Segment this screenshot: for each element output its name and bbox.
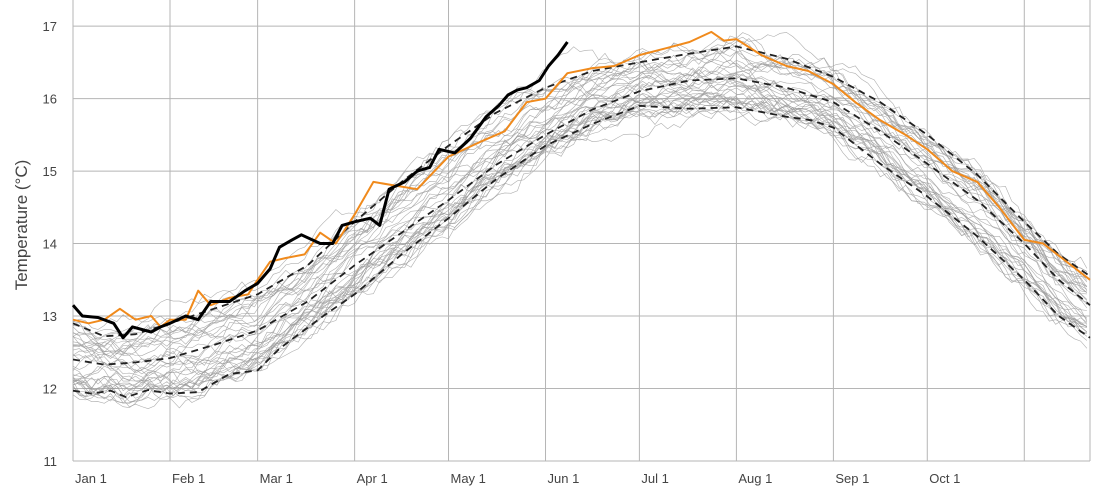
series-lines <box>71 30 1091 399</box>
ensemble-year-line <box>72 98 1088 409</box>
grid <box>72 0 1091 462</box>
ensemble-year-line <box>72 99 1087 410</box>
ensemble-year-line <box>72 74 1088 382</box>
ensemble-year-line <box>72 59 1088 347</box>
ensemble-year-line <box>72 58 1088 353</box>
x-tick-label: Jun 1 <box>548 471 580 486</box>
ensemble-year-line <box>72 76 1088 366</box>
ensemble-year-line <box>72 103 1088 403</box>
ensemble-year-line <box>72 32 1088 339</box>
lower-percentile-line <box>72 104 1091 399</box>
ensemble-year-line <box>72 66 1088 352</box>
ensemble-year-line <box>72 77 1088 392</box>
y-tick-label: 14 <box>43 237 57 252</box>
ensemble-year-line <box>72 84 1088 385</box>
x-tick-label: Oct 1 <box>929 471 960 486</box>
x-tick-label: Jan 1 <box>75 471 107 486</box>
ensemble-year-line <box>72 98 1088 397</box>
ensemble-year-line <box>72 82 1087 383</box>
x-tick-label: Sep 1 <box>835 471 869 486</box>
ensemble-year-line <box>72 73 1087 367</box>
ensemble-year-line <box>72 67 1088 374</box>
ensemble-year-line <box>72 70 1088 362</box>
ensemble-year-line <box>72 83 1088 399</box>
orange-year-line <box>72 30 1091 328</box>
mean-line <box>72 77 1091 366</box>
x-tick-label: Feb 1 <box>172 471 205 486</box>
x-tick-label: Jul 1 <box>641 471 668 486</box>
x-tick-label: Mar 1 <box>260 471 293 486</box>
ensemble-year-line <box>72 42 1088 359</box>
x-tick-labels: Jan 1 Feb 1 Mar 1 Apr 1 May 1 Jun 1 Jul 1 Aug 1… <box>75 471 960 486</box>
y-tick-label: 16 <box>43 92 57 107</box>
ensemble-year-line <box>72 51 1087 341</box>
x-tick-label: Apr 1 <box>357 471 388 486</box>
ensemble-year-line <box>72 41 1087 344</box>
ensemble-year-line <box>72 84 1088 389</box>
y-tick-label: 11 <box>44 454 58 469</box>
ensemble-year-line <box>72 97 1087 409</box>
upper-percentile-line <box>72 45 1091 338</box>
ensemble-year-line <box>72 44 1088 330</box>
ensemble-year-line <box>72 93 1087 394</box>
y-tick-label: 17 <box>43 19 57 34</box>
ensemble-year-line <box>72 78 1088 400</box>
x-tick-label: May 1 <box>451 471 486 486</box>
y-tick-label: 12 <box>43 382 57 397</box>
ensemble-year-line <box>72 75 1088 374</box>
ensemble-lines <box>72 32 1088 410</box>
ensemble-year-line <box>72 93 1087 404</box>
ensemble-year-line <box>72 46 1088 356</box>
y-tick-labels: 11 12 13 14 15 16 17 <box>43 19 57 469</box>
x-tick-label: Aug 1 <box>738 471 772 486</box>
y-axis-label: Temperature (°C) <box>12 160 31 291</box>
ensemble-year-line <box>72 81 1088 378</box>
current-year-line <box>71 41 569 340</box>
y-tick-label: 15 <box>43 164 57 179</box>
y-tick-label: 13 <box>43 309 57 324</box>
ensemble-year-line <box>72 68 1087 372</box>
